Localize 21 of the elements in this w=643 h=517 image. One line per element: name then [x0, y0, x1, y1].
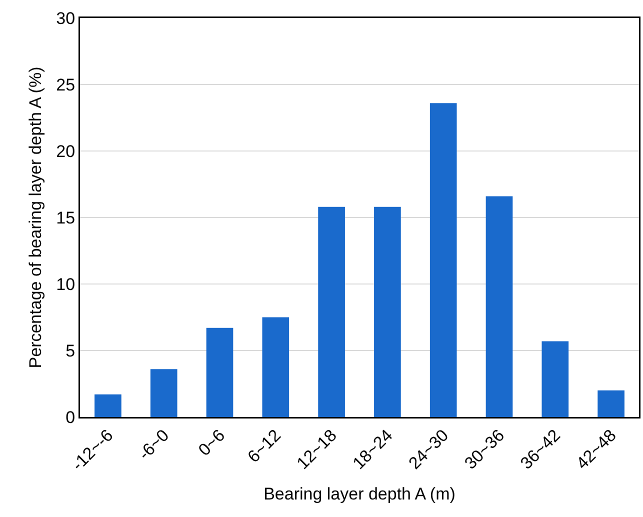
x-axis-title: Bearing layer depth A (m)	[264, 484, 456, 504]
bar	[94, 394, 122, 417]
bar	[262, 317, 290, 417]
bar	[318, 206, 345, 417]
bar	[486, 196, 513, 417]
x-tick-label: -6~0	[134, 426, 173, 464]
y-tick-label: 10	[56, 274, 76, 294]
bar	[374, 206, 401, 417]
bar	[206, 328, 234, 417]
bar	[542, 341, 569, 417]
bar	[150, 369, 178, 417]
y-tick-label: 15	[56, 208, 76, 228]
bar	[598, 390, 624, 417]
y-tick-label: 20	[56, 142, 76, 161]
y-tick-label: 25	[56, 75, 76, 94]
y-tick-label: 0	[66, 408, 76, 427]
y-tick-label: 30	[56, 8, 76, 28]
x-tick-label: 0~6	[194, 426, 229, 460]
bar	[430, 103, 457, 417]
y-tick-label: 5	[66, 341, 76, 360]
y-axis-title: Percentage of bearing layer depth A (%)	[26, 66, 45, 368]
